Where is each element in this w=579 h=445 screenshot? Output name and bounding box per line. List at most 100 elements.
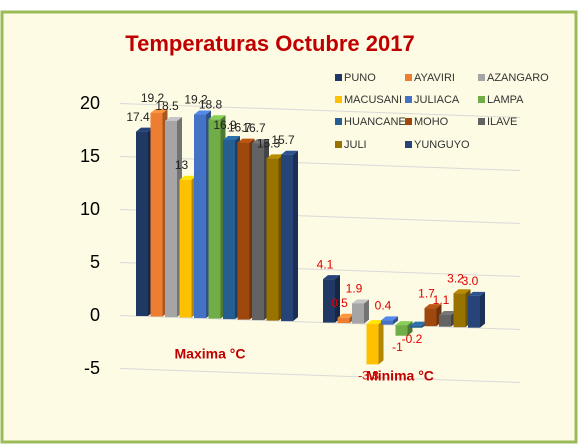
grid-line	[119, 367, 521, 383]
bar	[136, 127, 153, 317]
data-label: 18.8	[199, 97, 223, 111]
data-label: 17.4	[126, 110, 150, 124]
data-label: 19.2	[141, 91, 165, 105]
y-tick-label: 5	[90, 252, 100, 272]
bar-face	[337, 317, 350, 324]
legend-label: HUANCANE	[344, 116, 406, 128]
legend-label: JULI	[344, 139, 367, 151]
bar	[439, 310, 456, 327]
bar	[237, 138, 255, 320]
bar-face	[323, 275, 340, 280]
grid-line	[119, 155, 521, 171]
legend-swatch	[335, 141, 342, 148]
bar-face	[208, 119, 221, 319]
bar	[381, 316, 398, 325]
bar-face	[281, 154, 293, 322]
data-label: 1.9	[346, 282, 363, 296]
legend-label: AZANGARO	[487, 72, 549, 84]
bar	[252, 139, 269, 321]
bar	[352, 299, 369, 324]
data-label: 0.4	[375, 299, 392, 313]
data-label: 3.2	[447, 271, 464, 285]
bar-face	[453, 293, 466, 328]
bar-face	[150, 109, 168, 114]
data-label: 3.0	[462, 274, 479, 288]
y-tick-label: 20	[80, 93, 100, 113]
bar-face	[410, 325, 422, 328]
grid-line	[119, 314, 521, 330]
bar-face	[381, 320, 393, 325]
bar-face	[323, 279, 335, 323]
bar-face	[395, 321, 413, 326]
bar-face	[424, 304, 442, 309]
chart-title: Temperaturas Octubre 2017	[125, 31, 414, 56]
data-label: 19.2	[184, 93, 208, 107]
y-tick-label: 15	[80, 146, 100, 166]
bar-face	[136, 131, 148, 317]
bar	[165, 116, 182, 318]
bar-face	[223, 135, 240, 140]
bar	[266, 154, 284, 321]
bar-face	[480, 291, 485, 328]
data-label: 4.1	[317, 257, 334, 271]
data-label: 16.9	[213, 118, 237, 132]
bar-face	[410, 321, 427, 326]
bar-face	[266, 158, 279, 321]
bar-face	[165, 120, 177, 318]
bar-face	[179, 179, 192, 318]
legend-label: AYAVIRI	[414, 72, 455, 84]
bar-face	[352, 299, 369, 304]
legend-swatch	[478, 118, 485, 125]
data-label: -1	[392, 340, 403, 354]
bar	[179, 175, 197, 318]
y-tick-label: 10	[80, 199, 100, 219]
legend-swatch	[478, 96, 485, 103]
bar-face	[150, 113, 163, 317]
bar	[194, 110, 211, 319]
bar	[208, 115, 226, 319]
bar-face	[208, 115, 226, 120]
bar-face	[337, 313, 355, 318]
data-label: 16.7	[242, 121, 266, 135]
data-label: 1.7	[418, 286, 435, 300]
bar	[366, 320, 384, 365]
data-label: 18.5	[155, 99, 179, 113]
bar-face	[366, 320, 384, 325]
bar-face	[378, 320, 384, 365]
bar-face	[468, 291, 485, 296]
bar-face	[439, 314, 451, 327]
data-label: 15.7	[271, 133, 295, 147]
bar	[468, 291, 485, 328]
bar-face	[424, 308, 437, 327]
bar-face	[252, 139, 269, 144]
bar	[223, 135, 240, 320]
bar-face	[453, 289, 471, 294]
data-label: 1.1	[433, 293, 450, 307]
bar	[150, 109, 168, 317]
bar-face	[352, 303, 364, 324]
bar-face	[393, 316, 398, 325]
bar-face	[237, 138, 255, 143]
bar-face	[252, 143, 264, 321]
data-label: -0.2	[402, 332, 423, 346]
category-label: Minima °C	[366, 368, 434, 384]
bar-face	[281, 150, 298, 155]
legend-swatch	[405, 141, 412, 148]
bar-face	[194, 110, 211, 115]
grid-line	[119, 102, 521, 118]
legend-swatch	[478, 74, 485, 81]
legend-swatch	[405, 74, 412, 81]
bar-face	[381, 316, 398, 321]
legend-swatch	[335, 74, 342, 81]
legend-label: YUNGUYO	[414, 139, 470, 151]
bar-face	[165, 116, 182, 121]
legend-label: MACUSANI	[344, 94, 402, 106]
data-label: 16.7	[228, 121, 252, 135]
data-label: -3.8	[358, 369, 379, 383]
legend-label: MOHO	[414, 116, 449, 128]
bar	[453, 289, 471, 328]
legend-label: PUNO	[344, 72, 376, 84]
bar-face	[439, 310, 456, 315]
bar-face	[468, 295, 480, 328]
